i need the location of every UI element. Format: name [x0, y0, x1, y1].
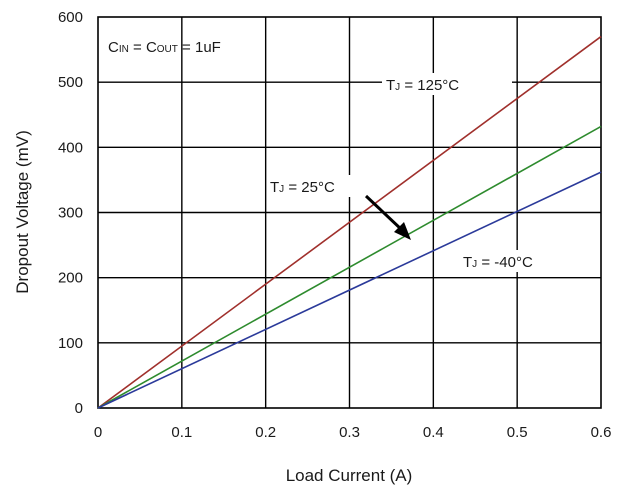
tj-value: = 25°C [284, 179, 335, 196]
tick-labels: 0 0.1 0.2 0.3 0.4 0.5 0.6 0 100 200 300 400 500 600 [58, 9, 611, 441]
tj-symbol: T [463, 254, 472, 271]
label-bg-125 [382, 73, 512, 95]
x-tick-label: 0.3 [339, 424, 360, 441]
series-label-125c: TJ = 125°C [386, 77, 459, 94]
arrow-25c [364, 194, 411, 240]
y-tick-label: 400 [58, 139, 83, 156]
series-label-m40c: TJ = -40°C [463, 254, 533, 271]
plot-frame [97, 16, 602, 409]
tj-subscript: J [279, 184, 284, 195]
y-tick-label: 0 [75, 400, 83, 417]
y-axis-label: Dropout Voltage (mV) [13, 130, 32, 293]
x-tick-label: 0.2 [255, 424, 276, 441]
series-line-1 [97, 125, 602, 409]
y-tick-label: 600 [58, 9, 83, 26]
grid-lines [98, 17, 601, 408]
tj-value: = 125°C [400, 77, 459, 94]
series-label-25c: TJ = 25°C [270, 179, 335, 196]
x-axis-label: Load Current (A) [286, 466, 413, 485]
conditions-annotation: CIN = COUT = 1uF [108, 39, 221, 56]
tj-symbol: T [386, 77, 395, 94]
tj-subscript: J [472, 259, 477, 270]
y-tick-label: 300 [58, 205, 83, 222]
x-tick-label: 0.6 [591, 424, 612, 441]
x-tick-label: 0.4 [423, 424, 444, 441]
cout-subscript: OUT [157, 44, 178, 55]
cout-symbol: = C [129, 39, 157, 56]
y-tick-label: 100 [58, 335, 83, 352]
series-line-2 [97, 171, 602, 409]
label-bg-m40 [458, 250, 576, 272]
x-tick-label: 0.1 [171, 424, 192, 441]
label-bg-25 [268, 175, 360, 197]
y-tick-label: 200 [58, 270, 83, 287]
cin-subscript: IN [119, 44, 129, 55]
x-tick-label: 0.5 [507, 424, 528, 441]
tj-value: = -40°C [477, 254, 533, 271]
y-tick-label: 500 [58, 74, 83, 91]
tj-subscript: J [395, 82, 400, 93]
tj-symbol: T [270, 179, 279, 196]
cin-symbol: C [108, 39, 119, 56]
series-lines [97, 35, 602, 409]
capacitance-value: = 1uF [178, 39, 221, 56]
x-tick-label: 0 [94, 424, 102, 441]
series-line-0 [97, 35, 602, 409]
